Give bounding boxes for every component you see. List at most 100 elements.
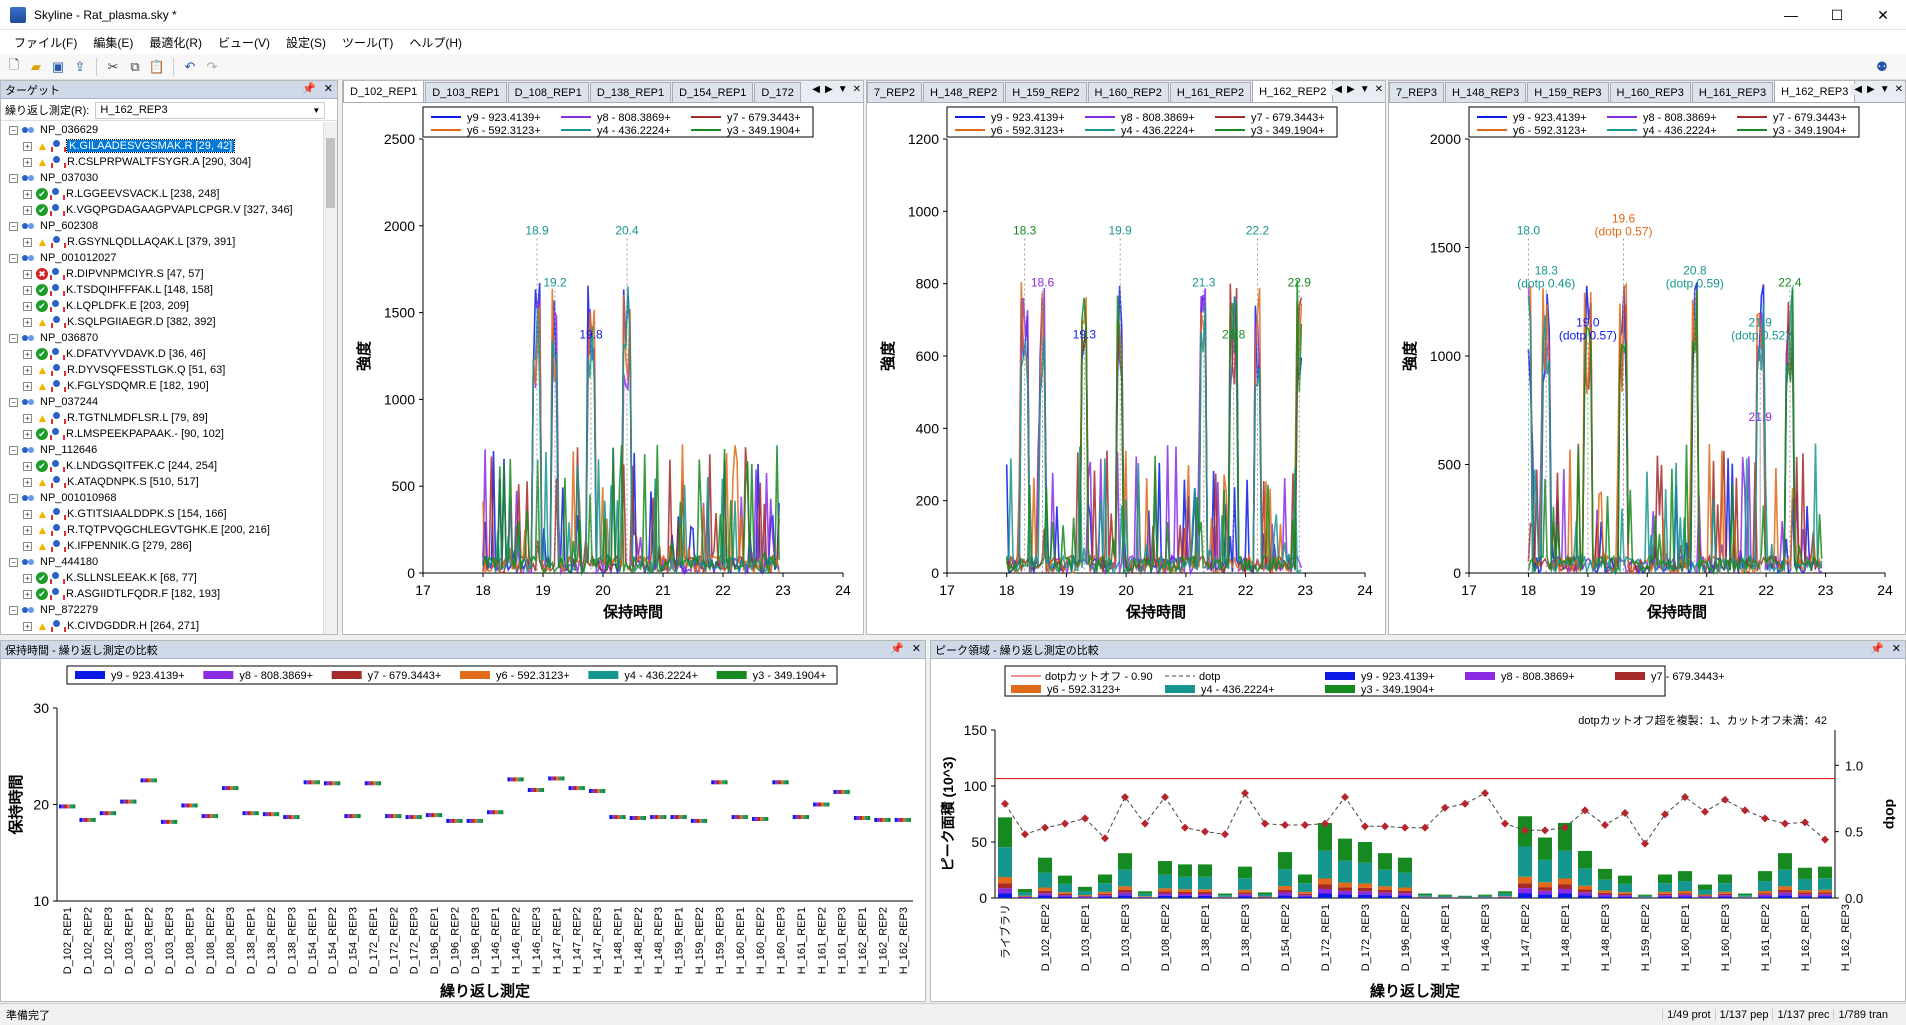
tree-peptide-row[interactable]: + ✔ K.LQPLDFK.E [203, 209] (1, 298, 323, 314)
expand-icon[interactable]: + (23, 285, 32, 295)
menu-edit[interactable]: 編集(E) (93, 35, 134, 50)
tree-protein-row[interactable]: − NP_001010968 (1, 490, 323, 506)
tab-replicate[interactable]: D_138_REP1 (589, 82, 672, 102)
tree-protein-row[interactable]: − NP_872279 (1, 602, 323, 618)
tree-peptide-row[interactable]: + K.GILAADESVGSMAK.R [29, 42] (1, 138, 323, 154)
tab-replicate[interactable]: D_154_REP1 (672, 82, 754, 102)
tree-peptide-row[interactable]: + K.CIVDGDDR.H [264, 271] (1, 618, 323, 634)
tree-peptide-row[interactable]: + ✔ R.LMSPEEKPAPAAK.- [90, 102] (1, 426, 323, 442)
expand-icon[interactable]: + (23, 541, 32, 551)
tab-replicate[interactable]: D_172 (754, 82, 801, 102)
collapse-icon[interactable]: − (9, 221, 18, 231)
expand-icon[interactable]: + (23, 413, 32, 423)
expand-icon[interactable]: + (23, 205, 32, 215)
replicate-dropdown[interactable]: H_162_REP3 ▼ (95, 101, 326, 119)
collapse-icon[interactable]: − (9, 397, 18, 407)
new-document-icon[interactable]: 🗋 (8, 56, 20, 72)
paste-icon[interactable]: 📋 (148, 58, 166, 74)
tab-replicate[interactable]: H_162_REP3 (1774, 81, 1856, 102)
scrollbar-thumb[interactable] (326, 138, 335, 208)
tree-peptide-row[interactable]: + ✖ R.DIPVNPMCIYR.S [47, 57] (1, 266, 323, 282)
expand-icon[interactable]: + (23, 237, 32, 247)
menu-file[interactable]: ファイル(F) (14, 35, 78, 50)
tab-close-icon[interactable]: ✕ (852, 84, 861, 95)
tree-peptide-row[interactable]: + ✔ K.VGQPGDAGAAGPVAPLCPGR.V [327, 346] (1, 202, 323, 218)
tab-left-icon[interactable]: ◀ (1334, 84, 1342, 95)
tab-list-icon[interactable]: ▼ (1359, 84, 1370, 95)
menu-view[interactable]: ビュー(V) (218, 35, 270, 50)
tree-protein-row[interactable]: − NP_036870 (1, 330, 323, 346)
tree-protein-row[interactable]: − NP_037244 (1, 394, 323, 410)
menu-refine[interactable]: 最適化(R) (149, 35, 202, 50)
tab-list-icon[interactable]: ▼ (1879, 84, 1890, 95)
tree-peptide-row[interactable]: + K.FGLYSDQMR.E [182, 190] (1, 378, 323, 394)
collapse-icon[interactable]: − (9, 445, 18, 455)
tree-protein-row[interactable]: − NP_037030 (1, 170, 323, 186)
tree-peptide-row[interactable]: + ✔ K.LNDGSQITFEK.C [244, 254] (1, 458, 323, 474)
pin-icon[interactable]: 📌 (1870, 643, 1884, 655)
pin-icon[interactable]: 📌 (890, 643, 904, 655)
minimize-button[interactable]: — (1784, 7, 1798, 23)
expand-icon[interactable]: + (23, 477, 32, 487)
redo-icon[interactable]: ↷ (206, 58, 218, 74)
tree-peptide-row[interactable]: + R.CSLPRPWALTFSYGR.A [290, 304] (1, 154, 323, 170)
tab-left-icon[interactable]: ◀ (812, 84, 820, 95)
collapse-icon[interactable]: − (9, 333, 18, 343)
tab-replicate[interactable]: H_161_REP2 (1169, 82, 1252, 102)
tree-peptide-row[interactable]: + K.IFPENNIK.G [279, 286] (1, 538, 323, 554)
tab-replicate[interactable]: D_103_REP1 (425, 82, 507, 102)
collapse-icon[interactable]: − (9, 173, 18, 183)
tab-replicate[interactable]: H_160_REP2 (1087, 82, 1169, 102)
tree-peptide-row[interactable]: + K.SQLPGIIAEGR.D [382, 392] (1, 314, 323, 330)
tree-protein-row[interactable]: − NP_001012027 (1, 250, 323, 266)
expand-icon[interactable]: + (23, 429, 32, 439)
tab-replicate[interactable]: D_108_REP1 (507, 82, 589, 102)
tree-peptide-row[interactable]: + ✔ R.ASGIIDTLFQDR.F [182, 193] (1, 586, 323, 602)
tree-peptide-row[interactable]: + R.GSYNLQDLLAQAK.L [379, 391] (1, 234, 323, 250)
maximize-button[interactable]: ☐ (1830, 6, 1844, 23)
tree-peptide-row[interactable]: + ✔ K.DFATVYVDAVK.D [36, 46] (1, 346, 323, 362)
tab-list-icon[interactable]: ▼ (837, 84, 848, 95)
collapse-icon[interactable]: − (9, 605, 18, 615)
menu-help[interactable]: ヘルプ(H) (409, 35, 462, 50)
tab-right-icon[interactable]: ▶ (825, 84, 833, 95)
tree-peptide-row[interactable]: + ✔ K.SLLNSLEEAK.K [68, 77] (1, 570, 323, 586)
close-icon[interactable]: ✕ (1891, 643, 1901, 655)
tree-peptide-row[interactable]: + K.ATAQDNPK.S [510, 517] (1, 474, 323, 490)
expand-icon[interactable]: + (23, 589, 32, 599)
tree-protein-row[interactable]: − NP_036629 (1, 122, 323, 138)
tab-replicate[interactable]: 7_REP2 (867, 82, 922, 102)
close-icon[interactable]: ✕ (323, 83, 333, 95)
menu-settings[interactable]: 設定(S) (286, 35, 326, 50)
tree-protein-row[interactable]: − NP_444180 (1, 554, 323, 570)
expand-icon[interactable]: + (23, 381, 32, 391)
tab-replicate[interactable]: H_148_REP3 (1444, 82, 1527, 102)
tab-right-icon[interactable]: ▶ (1867, 84, 1875, 95)
copy-icon[interactable]: ⧉ (130, 58, 140, 74)
account-icon[interactable]: ⚉ (1876, 58, 1888, 74)
pin-icon[interactable]: 📌 (302, 83, 316, 95)
expand-icon[interactable]: + (23, 525, 32, 535)
tab-replicate[interactable]: 7_REP3 (1389, 82, 1444, 102)
close-icon[interactable]: ✕ (911, 643, 921, 655)
collapse-icon[interactable]: − (9, 557, 18, 567)
menu-tools[interactable]: ツール(T) (342, 35, 394, 50)
tab-close-icon[interactable]: ✕ (1374, 84, 1383, 95)
publish-icon[interactable]: ⇪ (74, 58, 86, 74)
open-folder-icon[interactable]: ▰ (31, 58, 41, 74)
tab-right-icon[interactable]: ▶ (1347, 84, 1355, 95)
expand-icon[interactable]: + (23, 509, 32, 519)
expand-icon[interactable]: + (23, 573, 32, 583)
expand-icon[interactable]: + (23, 317, 32, 327)
tab-replicate[interactable]: H_159_REP2 (1005, 82, 1087, 102)
tree-protein-row[interactable]: − NP_112646 (1, 442, 323, 458)
tab-close-icon[interactable]: ✕ (1894, 84, 1903, 95)
tree-peptide-row[interactable]: + ✔ K.TSDQIHFFFAK.L [148, 158] (1, 282, 323, 298)
expand-icon[interactable]: + (23, 349, 32, 359)
expand-icon[interactable]: + (23, 301, 32, 311)
save-icon[interactable]: ▣ (51, 58, 65, 74)
collapse-icon[interactable]: − (9, 125, 18, 135)
tab-replicate[interactable]: H_159_REP3 (1527, 82, 1609, 102)
expand-icon[interactable]: + (23, 189, 32, 199)
collapse-icon[interactable]: − (9, 493, 18, 503)
